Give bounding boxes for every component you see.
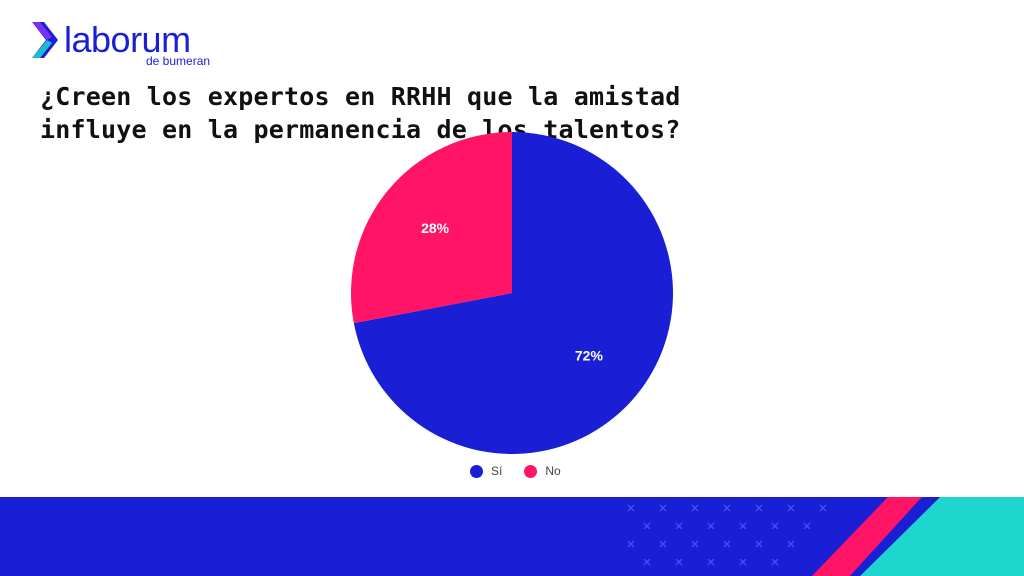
logo-chevron-icon xyxy=(32,22,58,58)
brand-logo: laborum de bumeran xyxy=(30,18,230,68)
legend-swatch-si xyxy=(470,464,483,478)
legend-swatch-no xyxy=(524,464,538,478)
footer-pattern xyxy=(627,504,827,566)
chart-legend: Sí No xyxy=(470,464,561,478)
footer-teal-shape xyxy=(860,497,1024,576)
logo-wordmark: laborum xyxy=(64,19,191,60)
pie-label-si: 72% xyxy=(575,347,604,363)
page-title: ¿Creen los expertos en RRHH que la amist… xyxy=(40,82,681,144)
pie-slice-si xyxy=(353,132,673,454)
pie-label-no: 28% xyxy=(421,220,450,236)
legend-label-si: Sí xyxy=(491,464,503,478)
legend-item-no: No xyxy=(524,464,561,478)
legend-label-no: No xyxy=(545,464,561,478)
logo-subtitle: de bumeran xyxy=(146,54,211,68)
footer-pink-stripe xyxy=(812,497,922,576)
footer-band xyxy=(0,497,1024,576)
legend-item-si: Sí xyxy=(470,464,502,478)
pie-slice-no xyxy=(350,132,512,324)
